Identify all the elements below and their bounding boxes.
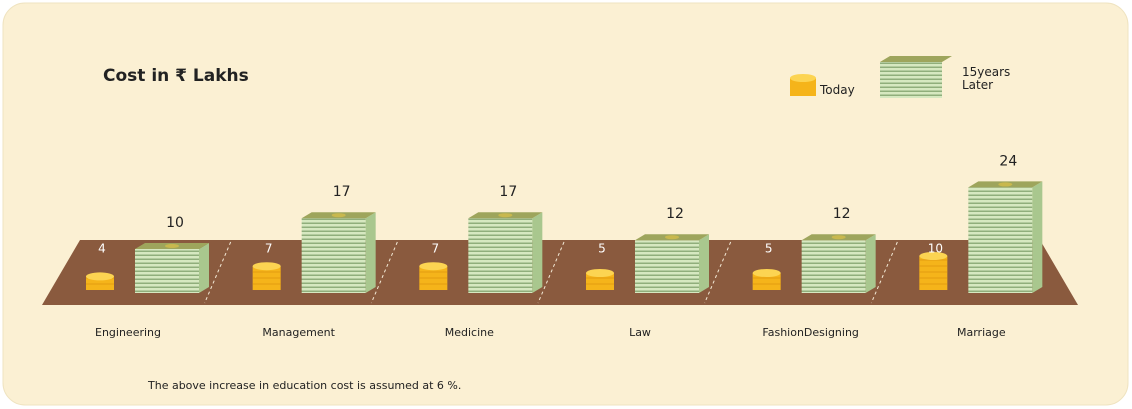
note-stack [635, 240, 699, 293]
coin-top [86, 272, 114, 280]
note-seal [998, 182, 1012, 186]
x-tick-label: Engineering [95, 326, 161, 339]
value-label: 4 [98, 242, 106, 256]
value-label: 10 [928, 242, 943, 256]
value-label: 12 [833, 206, 851, 222]
x-tick-label: Law [629, 326, 651, 339]
legend-label: 15years Later [962, 66, 1010, 92]
coin-top [253, 262, 281, 270]
chart-title: Cost in ₹ Lakhs [103, 66, 249, 86]
value-label: 24 [999, 153, 1017, 169]
legend-notes-top [880, 56, 952, 62]
note-stack [302, 218, 366, 293]
chart: Cost in ₹ Lakhs The above increase in ed… [0, 0, 1132, 409]
legend-notes [880, 62, 942, 98]
x-tick-label: Marriage [957, 326, 1006, 339]
value-label: 17 [499, 184, 517, 200]
value-label: 7 [432, 242, 440, 256]
note-side [699, 234, 709, 293]
value-label: 5 [765, 242, 773, 256]
note-stack [802, 240, 866, 293]
panel [3, 3, 1128, 405]
value-label: 17 [333, 184, 351, 200]
coin-top [586, 269, 614, 277]
footnote: The above increase in education cost is … [147, 379, 461, 392]
x-tick-label: FashionDesigning [762, 326, 859, 339]
note-stack [135, 249, 199, 293]
legend-label: Today [820, 84, 868, 97]
note-seal [332, 213, 346, 217]
page: Cost in ₹ Lakhs The above increase in ed… [0, 0, 1132, 409]
note-stack [968, 187, 1032, 293]
note-side [532, 212, 542, 293]
x-tick-label: Management [262, 326, 335, 339]
note-side [866, 234, 876, 293]
note-seal [832, 235, 846, 239]
value-label: 5 [598, 242, 606, 256]
note-seal [498, 213, 512, 217]
coin-stack [919, 256, 947, 290]
x-tick-label: Medicine [445, 326, 494, 339]
note-stack [468, 218, 532, 293]
note-side [1032, 181, 1042, 293]
value-label: 10 [166, 215, 184, 231]
note-side [366, 212, 376, 293]
note-seal [665, 235, 679, 239]
value-label: 12 [666, 206, 684, 222]
note-seal [165, 244, 179, 248]
legend-coin-top [790, 74, 816, 82]
value-label: 7 [265, 242, 273, 256]
note-side [199, 243, 209, 293]
coin-top [753, 269, 781, 277]
coin-top [419, 262, 447, 270]
